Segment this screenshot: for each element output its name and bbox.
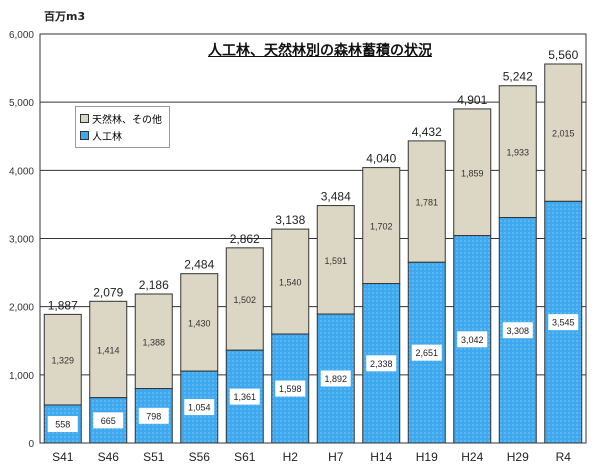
total-label: 2,862 [230,232,260,246]
data-label-planted: 2,338 [370,359,393,369]
total-label: 1,887 [48,298,78,312]
total-label: 3,138 [275,213,305,227]
data-label-natural: 2,015 [552,129,575,139]
total-label: 4,901 [457,93,487,107]
data-label-box [548,314,579,331]
y-tick-label: 6,000 [9,30,34,41]
data-label-box [47,415,78,432]
y-tick-label: 1,000 [9,371,34,382]
total-label: 2,186 [139,278,169,292]
x-tick-label: S56 [189,450,211,464]
data-label-box [457,331,488,348]
data-label-natural: 1,414 [97,345,120,355]
data-label-box [502,322,533,339]
x-tick-label: H19 [416,450,438,464]
bar-natural [362,167,401,285]
data-label-natural: 1,859 [461,168,484,178]
x-tick-label: H2 [283,450,299,464]
y-tick-label: 4,000 [9,166,34,177]
data-label-natural: 1,329 [51,356,74,366]
data-label-box [320,370,351,387]
total-label: 5,560 [548,48,578,62]
data-label-natural: 1,388 [142,337,165,347]
data-label-natural: 1,591 [324,256,347,266]
data-label-box [138,407,169,424]
x-tick-label: H24 [461,450,483,464]
data-label-natural: 1,781 [415,198,438,208]
data-label-box [93,412,124,429]
data-label-planted: 1,598 [279,384,302,394]
bar-natural [225,247,264,351]
data-label-planted: 558 [55,419,70,429]
data-label-box [229,388,260,405]
data-label-natural: 1,933 [506,148,529,158]
y-axis-unit: 百万m3 [44,10,86,23]
data-label-box [366,355,397,372]
data-label-planted: 3,308 [506,326,529,336]
chart-title: 人工林、天然林別の森林蓄積の状況 [208,43,432,59]
x-tick-label: H14 [370,450,392,464]
data-label-planted: 3,545 [552,318,575,328]
legend-label: 人工林 [92,131,122,143]
x-tick-label: S41 [52,450,74,464]
data-label-planted: 3,042 [461,335,484,345]
bar-natural [89,300,128,399]
y-tick-label: 2,000 [9,303,34,314]
bar-natural [316,205,355,315]
data-label-natural: 1,430 [188,318,211,328]
x-tick-label: R4 [556,450,572,464]
x-tick-label: S46 [98,450,120,464]
legend-item-planted: 人工林 [80,129,165,143]
data-label-box [184,399,215,416]
total-label: 2,079 [93,285,123,299]
data-label-planted: 1,054 [188,403,211,413]
bar-natural [453,108,492,237]
data-label-planted: 2,651 [415,348,438,358]
bar-natural [407,140,446,263]
bar-natural [544,63,583,202]
x-tick-label: H29 [507,450,529,464]
bar-natural [134,293,173,390]
data-label-planted: 1,361 [233,392,256,402]
total-label: 4,040 [366,152,396,166]
legend-label: 天然林、その他 [92,114,162,126]
bar-natural [271,228,310,335]
x-tick-label: S61 [234,450,256,464]
legend-swatch [80,130,89,140]
total-label: 2,484 [184,258,214,272]
y-tick-label: 3,000 [9,235,34,246]
x-tick-label: H7 [328,450,344,464]
y-tick-label: 0 [28,439,34,450]
data-label-planted: 798 [146,411,161,421]
data-label-natural: 1,502 [233,295,256,305]
total-label: 3,484 [321,190,351,204]
bar-natural [498,85,537,219]
data-label-natural: 1,702 [370,222,393,232]
legend-item-natural: 天然林、その他 [80,112,165,126]
data-label-natural: 1,540 [279,278,302,288]
data-label-box [275,380,306,397]
legend-swatch [80,113,89,123]
total-label: 5,242 [503,70,533,84]
x-tick-label: S51 [143,450,165,464]
legend: 天然林、その他 人工林 [75,106,170,148]
data-label-box [411,344,442,361]
data-label-planted: 1,892 [324,374,347,384]
y-tick-label: 5,000 [9,98,34,109]
data-label-planted: 665 [101,416,116,426]
total-label: 4,432 [412,125,442,139]
